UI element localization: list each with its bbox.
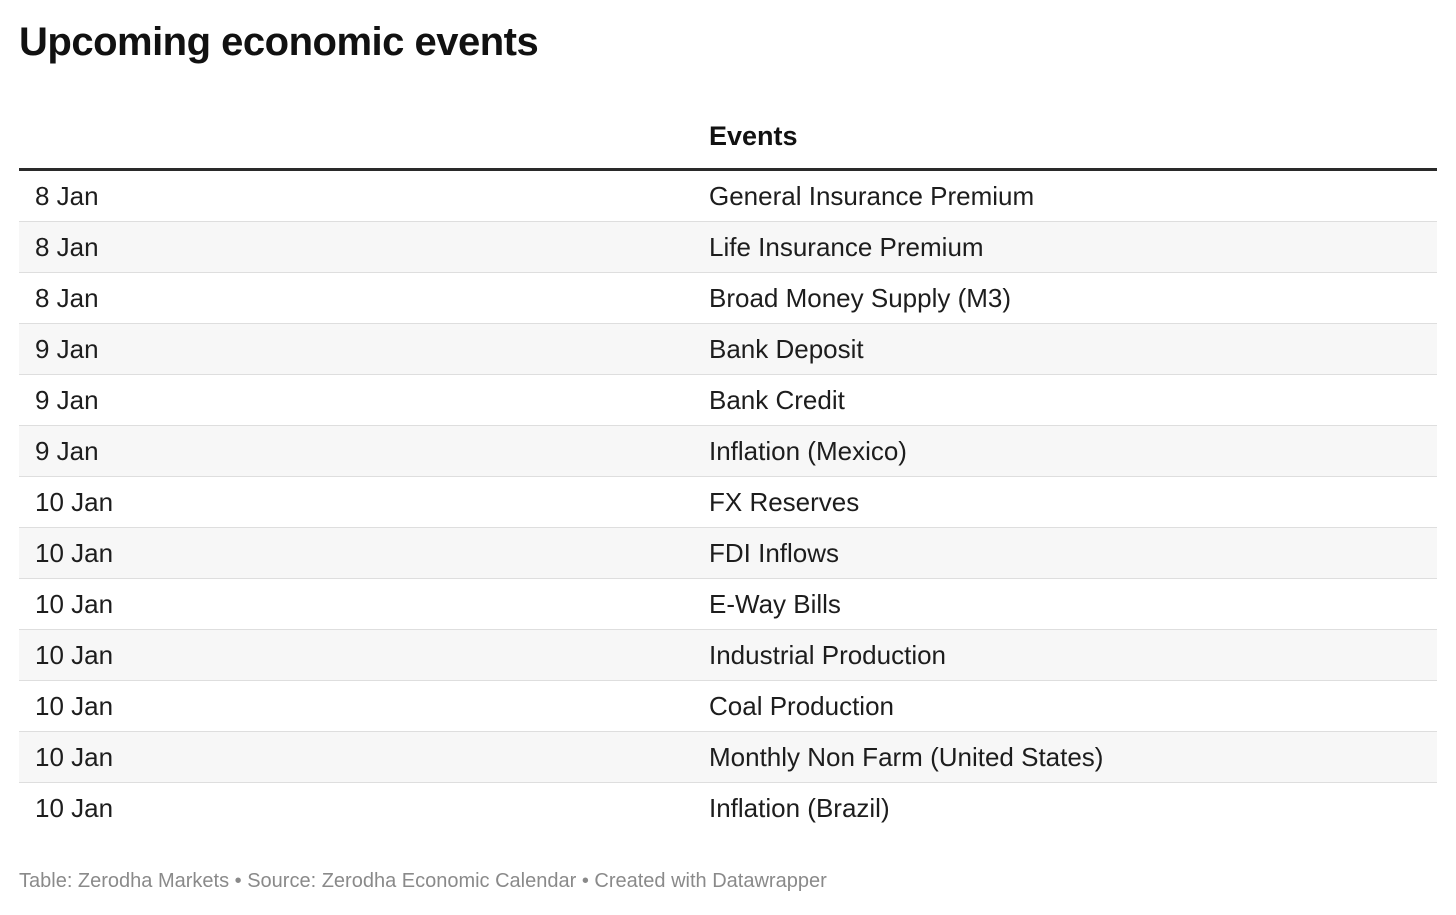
event-cell: General Insurance Premium [709, 181, 1035, 211]
table-row: 10 Jan FX Reserves [19, 477, 1437, 528]
table-body: 8 Jan General Insurance Premium 8 Jan Life … [19, 171, 1437, 833]
table-title: Upcoming economic events [19, 20, 539, 64]
table-footer: Table: Zerodha Markets • Source: Zerodha… [19, 870, 827, 892]
column-header-events: Events [709, 121, 798, 151]
table-header: Events [19, 108, 1437, 171]
date-cell: 8 Jan [35, 181, 99, 211]
event-cell: Life Insurance Premium [709, 232, 984, 262]
table-row: 9 Jan Bank Credit [19, 375, 1437, 426]
event-cell: Inflation (Brazil) [709, 793, 890, 823]
date-cell: 10 Jan [35, 691, 114, 721]
date-cell: 10 Jan [35, 640, 114, 670]
date-cell: 9 Jan [35, 334, 99, 364]
event-cell: E-Way Bills [709, 589, 841, 619]
event-cell: Bank Credit [709, 385, 845, 415]
event-cell: Industrial Production [709, 640, 947, 670]
events-table: Events 8 Jan General Insurance Premium 8 J… [19, 108, 1437, 833]
table-row: 8 Jan Broad Money Supply (M3) [19, 273, 1437, 324]
event-cell: FDI Inflows [709, 538, 840, 568]
date-cell: 10 Jan [35, 589, 114, 619]
table-row: 8 Jan Life Insurance Premium [19, 222, 1437, 273]
table-row: 9 Jan Inflation (Mexico) [19, 426, 1437, 477]
event-cell: Inflation (Mexico) [709, 436, 907, 466]
table-row: 8 Jan General Insurance Premium [19, 171, 1437, 222]
table-row: 10 Jan Monthly Non Farm (United States) [19, 732, 1437, 783]
table-row: 10 Jan FDI Inflows [19, 528, 1437, 579]
date-cell: 8 Jan [35, 283, 99, 313]
event-cell: Coal Production [709, 691, 894, 721]
event-cell: Broad Money Supply (M3) [709, 283, 1012, 313]
date-cell: 9 Jan [35, 436, 99, 466]
table-row: 10 Jan Inflation (Brazil) [19, 783, 1437, 833]
date-cell: 8 Jan [35, 232, 99, 262]
table-row: 9 Jan Bank Deposit [19, 324, 1437, 375]
table-row: 10 Jan Coal Production [19, 681, 1437, 732]
date-cell: 10 Jan [35, 742, 114, 772]
table-row: 10 Jan Industrial Production [19, 630, 1437, 681]
date-cell: 10 Jan [35, 487, 114, 517]
event-cell: Bank Deposit [709, 334, 864, 364]
date-cell: 9 Jan [35, 385, 99, 415]
event-cell: Monthly Non Farm (United States) [709, 742, 1104, 772]
table-row: 10 Jan E-Way Bills [19, 579, 1437, 630]
event-cell: FX Reserves [709, 487, 860, 517]
date-cell: 10 Jan [35, 793, 114, 823]
date-cell: 10 Jan [35, 538, 114, 568]
